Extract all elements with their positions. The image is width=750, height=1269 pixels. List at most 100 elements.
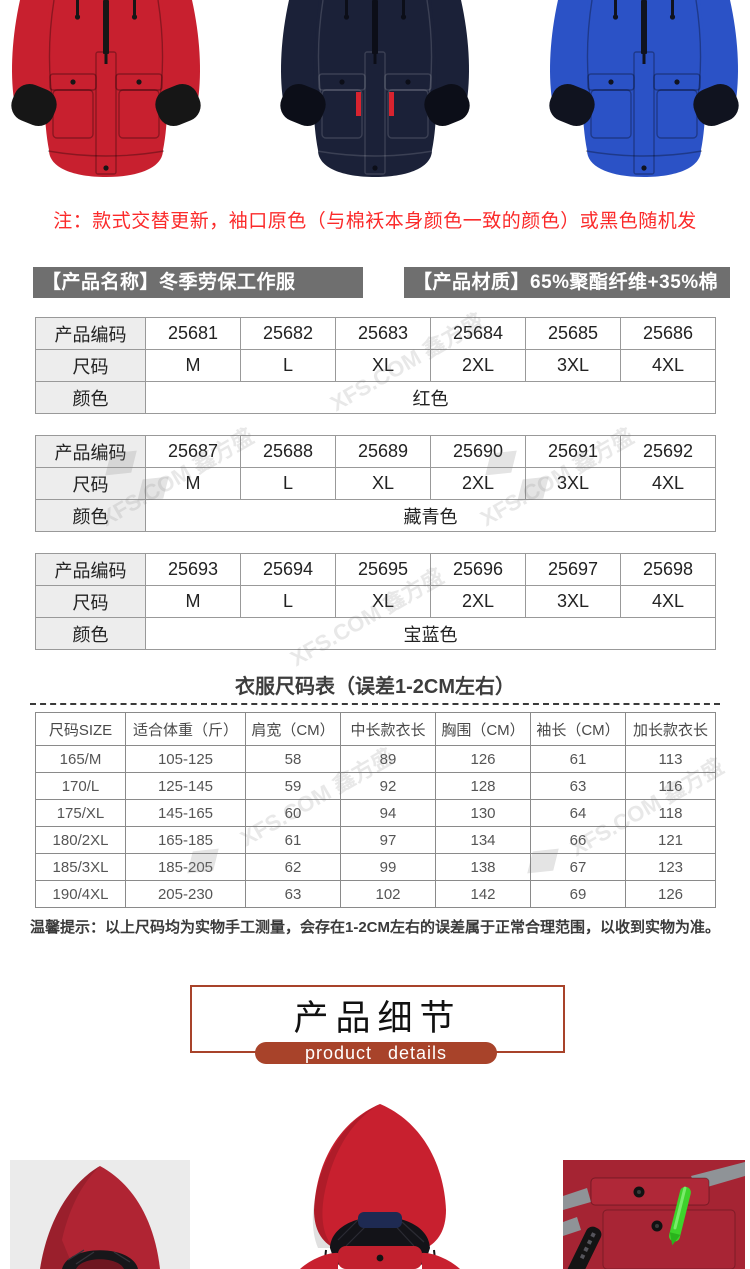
navy-jacket-image	[280, 0, 470, 177]
size-cell: L	[240, 585, 336, 618]
cell: 67	[530, 853, 626, 881]
size-cell: 4XL	[620, 467, 716, 500]
size-cell: 3XL	[525, 585, 621, 618]
size-chart-table: 尺码SIZE 适合体重（斤） 肩宽（CM） 中长款衣长 胸围（CM） 袖长（CM…	[35, 712, 716, 908]
cell: 170/L	[35, 772, 126, 800]
code-cell: 25687	[145, 435, 241, 468]
code-cell: 25691	[525, 435, 621, 468]
size-row: 180/2XL 165-185 61 97 134 66 121	[35, 826, 716, 854]
jacket-photos-row	[0, 0, 750, 190]
size-row: 175/XL 145-165 60 94 130 64 118	[35, 799, 716, 827]
cell: 138	[435, 853, 531, 881]
size-cell: 4XL	[620, 585, 716, 618]
size-cell: 3XL	[525, 467, 621, 500]
cell: 92	[340, 772, 436, 800]
code-cell: 25697	[525, 553, 621, 586]
size-cell: 2XL	[430, 349, 526, 382]
cell: 134	[435, 826, 531, 854]
code-cell: 25694	[240, 553, 336, 586]
red-trim-accent	[356, 92, 394, 116]
code-cell: 25698	[620, 553, 716, 586]
cell: 128	[435, 772, 531, 800]
cell: 94	[340, 799, 436, 827]
row-label-color: 颜色	[35, 381, 146, 414]
color-cell: 藏青色	[145, 499, 716, 532]
cell: 60	[245, 799, 341, 827]
code-cell: 25689	[335, 435, 431, 468]
cell: 59	[245, 772, 341, 800]
size-cell: XL	[335, 467, 431, 500]
table-row: 尺码 M L XL 2XL 3XL 4XL	[35, 467, 716, 500]
cell: 105-125	[125, 745, 246, 773]
size-cell: 2XL	[430, 585, 526, 618]
measurement-tip: 温馨提示：以上尺码均为实物手工测量，会存在1-2CM左右的误差属于正常合理范围，…	[29, 919, 720, 936]
cell: 102	[340, 880, 436, 908]
col-header: 肩宽（CM）	[245, 712, 341, 746]
cell: 175/XL	[35, 799, 126, 827]
row-label-size: 尺码	[35, 349, 146, 382]
cell: 116	[625, 772, 716, 800]
table-row: 产品编码 25681 25682 25683 25684 25685 25686	[35, 317, 716, 350]
cell: 185/3XL	[35, 853, 126, 881]
col-header: 尺码SIZE	[35, 712, 126, 746]
cell: 64	[530, 799, 626, 827]
col-header: 胸围（CM）	[435, 712, 531, 746]
row-label-size: 尺码	[35, 585, 146, 618]
cell: 130	[435, 799, 531, 827]
zipper-detail	[567, 1226, 602, 1269]
cell: 121	[625, 826, 716, 854]
table-row: 产品编码 25687 25688 25689 25690 25691 25692	[35, 435, 716, 468]
size-cell: M	[145, 585, 241, 618]
cell: 99	[340, 853, 436, 881]
code-cell: 25695	[335, 553, 431, 586]
size-cell: XL	[335, 349, 431, 382]
dashed-divider	[30, 703, 720, 705]
table-row: 颜色 红色	[35, 381, 716, 414]
cell: 63	[530, 772, 626, 800]
code-cell: 25683	[335, 317, 431, 350]
code-cell: 25681	[145, 317, 241, 350]
blue-jacket-image	[549, 0, 739, 177]
size-cell: M	[145, 467, 241, 500]
size-cell: XL	[335, 585, 431, 618]
code-cell: 25688	[240, 435, 336, 468]
cell: 165/M	[35, 745, 126, 773]
size-chart-title: 衣服尺码表（误差1-2CM左右）	[234, 676, 515, 698]
cell: 62	[245, 853, 341, 881]
size-row: 165/M 105-125 58 89 126 61 113	[35, 745, 716, 773]
table-row: 尺码 M L XL 2XL 3XL 4XL	[35, 585, 716, 618]
cell: 63	[245, 880, 341, 908]
col-header: 适合体重（斤）	[125, 712, 246, 746]
pocket-pen-photo	[563, 1160, 745, 1269]
row-label-color: 颜色	[35, 499, 146, 532]
code-cell: 25686	[620, 317, 716, 350]
row-label-color: 颜色	[35, 617, 146, 650]
table-row: 产品编码 25693 25694 25695 25696 25697 25698	[35, 553, 716, 586]
row-label-code: 产品编码	[35, 317, 146, 350]
code-cell: 25684	[430, 317, 526, 350]
product-table-navy: 产品编码 25687 25688 25689 25690 25691 25692…	[35, 435, 716, 532]
code-cell: 25690	[430, 435, 526, 468]
color-cell: 红色	[145, 381, 716, 414]
detail-title-cn: 产品细节	[293, 999, 462, 1038]
code-cell: 25685	[525, 317, 621, 350]
cell: 66	[530, 826, 626, 854]
table-row: 颜色 藏青色	[35, 499, 716, 532]
code-cell: 25693	[145, 553, 241, 586]
red-jacket-image	[11, 0, 201, 177]
cell: 58	[245, 745, 341, 773]
green-pen	[669, 1186, 691, 1246]
code-cell: 25682	[240, 317, 336, 350]
size-row: 190/4XL 205-230 63 102 142 69 126	[35, 880, 716, 908]
cell: 118	[625, 799, 716, 827]
size-cell: 2XL	[430, 467, 526, 500]
row-label-size: 尺码	[35, 467, 146, 500]
size-cell: M	[145, 349, 241, 382]
cell: 123	[625, 853, 716, 881]
size-row: 170/L 125-145 59 92 128 63 116	[35, 772, 716, 800]
cell: 165-185	[125, 826, 246, 854]
hood-detail-photo	[10, 1160, 190, 1269]
size-cell: 3XL	[525, 349, 621, 382]
col-header: 袖长（CM）	[530, 712, 626, 746]
